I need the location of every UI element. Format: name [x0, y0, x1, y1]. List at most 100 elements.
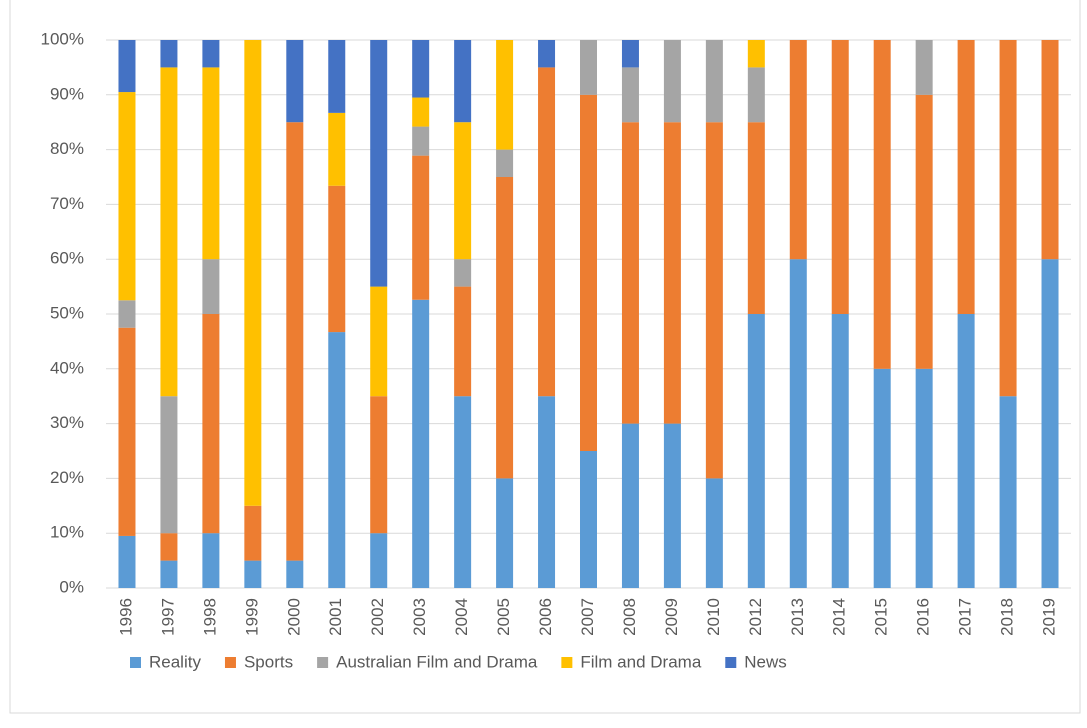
- x-tick-label: 2017: [956, 598, 975, 636]
- bar-segment: [202, 314, 220, 534]
- bar-segment: [286, 40, 304, 123]
- bar-segment: [328, 332, 346, 588]
- legend-label: News: [744, 652, 787, 671]
- bar-segment: [831, 314, 849, 588]
- bar-segment: [999, 40, 1017, 397]
- bar-segment: [538, 396, 556, 588]
- bar-segment: [747, 40, 765, 68]
- bar-segment: [915, 368, 933, 588]
- y-tick-label: 80%: [50, 139, 84, 158]
- x-tick-label: 2000: [284, 598, 303, 636]
- bar-segment: [118, 327, 136, 536]
- x-tick-label: 2015: [872, 598, 891, 636]
- bar-segment: [454, 122, 472, 260]
- bar-segment: [1041, 259, 1059, 588]
- legend-label: Reality: [149, 652, 201, 671]
- bar-segment: [160, 40, 178, 68]
- bar-segment: [202, 259, 220, 314]
- bar-segment: [621, 40, 639, 68]
- bar-segment: [496, 177, 514, 479]
- legend-swatch: [224, 657, 236, 668]
- bar-segment: [1041, 40, 1059, 260]
- bar-segment: [663, 40, 681, 123]
- bar-segment: [160, 560, 178, 588]
- y-tick-label: 100%: [41, 29, 84, 48]
- legend-label: Sports: [244, 652, 293, 671]
- bar-segment: [160, 533, 178, 561]
- bar-segment: [412, 40, 430, 98]
- x-tick-label: 2010: [704, 598, 723, 636]
- bar-segment: [118, 300, 136, 328]
- bar-segment: [412, 299, 430, 588]
- x-tick-label: 2006: [536, 598, 555, 636]
- bar-segment: [160, 67, 178, 397]
- x-tick-label: 1996: [116, 598, 135, 636]
- bar-segment: [412, 155, 430, 300]
- y-tick-label: 40%: [50, 358, 84, 377]
- bar-segment: [454, 396, 472, 588]
- x-tick-label: 1998: [200, 598, 219, 636]
- legend-swatch: [317, 657, 329, 668]
- x-tick-label: 2008: [620, 598, 639, 636]
- bar-segment: [789, 259, 807, 588]
- bar-segment: [370, 40, 388, 287]
- y-tick-label: 60%: [50, 249, 84, 268]
- bar-segment: [705, 478, 723, 588]
- bar-segment: [789, 40, 807, 260]
- x-tick-label: 2004: [452, 598, 471, 636]
- bar-segment: [412, 126, 430, 156]
- bar-segment: [160, 396, 178, 534]
- bar-segment: [328, 40, 346, 113]
- x-tick-label: 1997: [158, 598, 177, 636]
- bar-segment: [538, 67, 556, 397]
- bar-segment: [621, 122, 639, 424]
- y-tick-label: 90%: [50, 84, 84, 103]
- x-tick-label: 2018: [998, 598, 1017, 636]
- bar-segment: [454, 259, 472, 287]
- bar-segment: [496, 149, 514, 177]
- bar-segment: [496, 40, 514, 150]
- bar-segment: [915, 40, 933, 95]
- bar-segment: [957, 314, 975, 588]
- bar-segment: [328, 185, 346, 333]
- x-tick-label: 2013: [788, 598, 807, 636]
- bar-segment: [202, 40, 220, 68]
- y-tick-label: 10%: [50, 523, 84, 542]
- bar-segment: [873, 368, 891, 588]
- x-tick-label: 2019: [1040, 598, 1059, 636]
- bar-segment: [370, 286, 388, 397]
- y-tick-label: 50%: [50, 303, 84, 322]
- y-tick-label: 0%: [59, 577, 84, 596]
- bar-segment: [118, 40, 136, 93]
- bar-segment: [244, 560, 262, 588]
- bar-segment: [412, 97, 430, 127]
- x-tick-label: 2012: [746, 598, 765, 636]
- y-tick-label: 20%: [50, 468, 84, 487]
- bar-segment: [454, 286, 472, 397]
- bar-segment: [621, 67, 639, 123]
- bar-segment: [705, 40, 723, 123]
- bar-segment: [328, 112, 346, 186]
- bar-segment: [370, 533, 388, 588]
- bar-segment: [496, 478, 514, 588]
- bar-segment: [580, 451, 597, 588]
- bar-segment: [538, 40, 556, 68]
- legend-swatch: [130, 657, 141, 668]
- bar-segment: [873, 40, 891, 369]
- x-tick-label: 2001: [326, 598, 345, 636]
- bar-segment: [286, 122, 304, 561]
- bar-segment: [663, 423, 681, 588]
- x-tick-label: 2002: [368, 598, 387, 636]
- bar-segment: [118, 535, 136, 588]
- bar-segment: [580, 94, 597, 452]
- x-tick-label: 2005: [494, 598, 513, 636]
- bar-segment: [999, 396, 1017, 588]
- y-tick-label: 30%: [50, 413, 84, 432]
- x-tick-label: 2014: [830, 598, 849, 636]
- bar-segment: [957, 40, 975, 314]
- legend-swatch: [725, 657, 737, 668]
- bar-segment: [747, 314, 765, 588]
- bar-segment: [244, 40, 262, 506]
- bar-segment: [705, 122, 723, 479]
